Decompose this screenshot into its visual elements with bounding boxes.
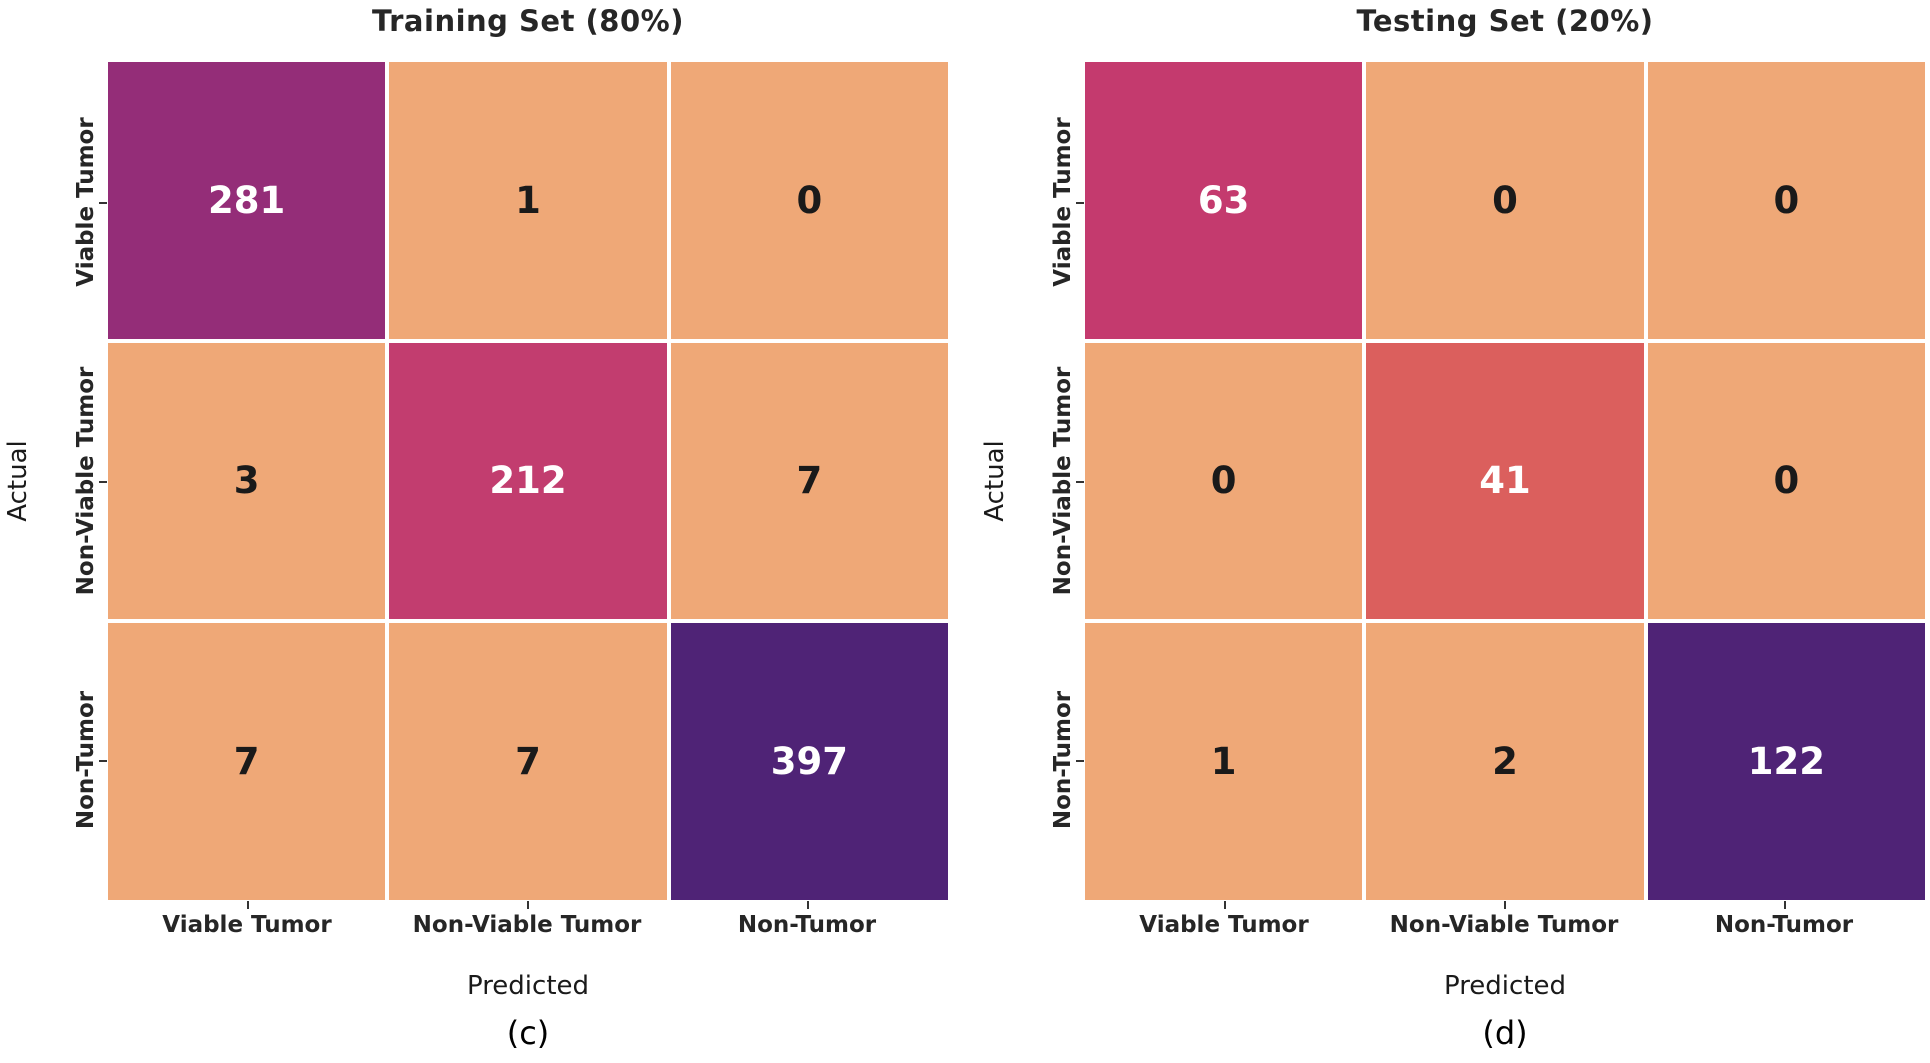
subfigure-caption-d: (d) (1482, 1014, 1528, 1052)
y-tick-mark (99, 481, 107, 483)
heatmap-cell-r1c2: 7 (670, 342, 948, 620)
heatmap-cell-r0c0: 281 (108, 62, 386, 339)
x-tick-mark (527, 901, 529, 909)
heatmap-testing: 63 0 0 0 41 0 1 2 122 (1085, 62, 1925, 900)
y-axis-label-text: Actual (3, 440, 33, 522)
y-tick-mark (1076, 202, 1084, 204)
y-tick-mark (1076, 481, 1084, 483)
x-tick-mark (1224, 901, 1226, 909)
y-tick-mark (99, 202, 107, 204)
y-axis-label-text: Actual (980, 440, 1010, 522)
heatmap-cell-r0c2: 0 (1647, 62, 1925, 339)
heatmap-cell-r2c2: 122 (1647, 623, 1925, 900)
y-tick-mark (99, 760, 107, 762)
x-tick-mark (1784, 901, 1786, 909)
heatmap-cell-r2c0: 1 (1085, 623, 1363, 900)
y-tick-mark (1076, 760, 1084, 762)
x-axis-label-testing: Predicted (1443, 971, 1567, 1001)
x-tick-mark (807, 901, 809, 909)
heatmap-cell-r2c0: 7 (108, 623, 386, 900)
heatmap-training: 281 1 0 3 212 7 7 7 397 (108, 62, 948, 900)
subfigure-caption-c: (c) (506, 1014, 550, 1052)
x-tick-label-col0: Viable Tumor (1139, 912, 1309, 938)
x-tick-label-col1: Non-Viable Tumor (1389, 912, 1619, 938)
heatmap-cell-r1c0: 3 (108, 342, 386, 620)
heatmap-cell-r0c1: 0 (1366, 62, 1644, 339)
panel-training: Training Set (80%) Actual Viable Tumor N… (3, 4, 948, 1052)
heatmap-cell-r2c1: 2 (1366, 623, 1644, 900)
heatmap-cell-r1c1: 212 (389, 342, 667, 620)
heatmap-cell-r2c2: 397 (670, 623, 948, 900)
panel-testing: Testing Set (20%) Actual Viable Tumor No… (977, 0, 1930, 1063)
x-tick-label-col2: Non-Tumor (737, 912, 877, 938)
x-tick-label-col1: Non-Viable Tumor (412, 912, 642, 938)
panel-title-testing: Testing Set (20%) (1356, 4, 1654, 38)
heatmap-cell-r0c0: 63 (1085, 62, 1363, 339)
x-axis-label-training: Predicted (466, 971, 590, 1001)
heatmap-cell-r0c2: 0 (670, 62, 948, 339)
heatmap-cell-r0c1: 1 (389, 62, 667, 339)
heatmap-cell-r1c1: 41 (1366, 342, 1644, 620)
x-tick-mark (1504, 901, 1506, 909)
panel-title-training: Training Set (80%) (372, 4, 684, 38)
heatmap-cell-r1c0: 0 (1085, 342, 1363, 620)
heatmap-cell-r1c2: 0 (1647, 342, 1925, 620)
heatmap-cell-r2c1: 7 (389, 623, 667, 900)
x-tick-label-col0: Viable Tumor (162, 912, 332, 938)
x-tick-mark (247, 901, 249, 909)
x-tick-label-col2: Non-Tumor (1714, 912, 1854, 938)
